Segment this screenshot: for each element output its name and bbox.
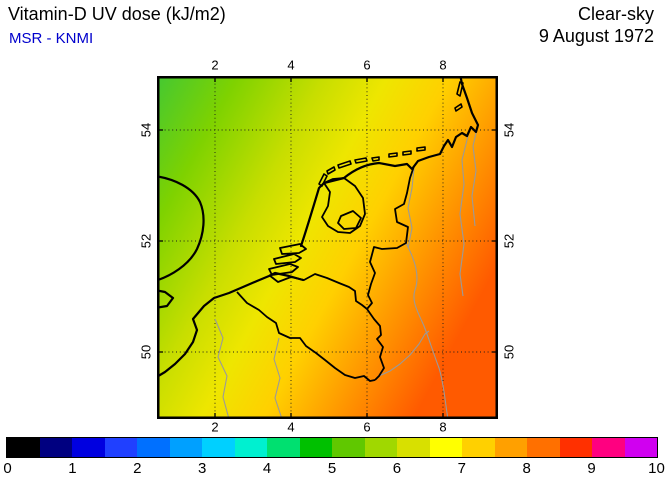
lat-tick-label-left: 54 xyxy=(138,122,154,138)
lon-tick-label-top: 6 xyxy=(363,57,371,73)
colorbar-segment xyxy=(104,438,137,457)
wadden-islands xyxy=(318,81,464,187)
colorbar-segment xyxy=(397,438,430,457)
lat-tick-label-left: 50 xyxy=(138,344,154,360)
colorbar-segment xyxy=(429,438,462,457)
source-label: MSR - KNMI xyxy=(9,30,94,47)
map-frame xyxy=(157,76,498,419)
graticule-dotted-lines xyxy=(158,77,497,418)
colorbar-segment xyxy=(332,438,365,457)
colorbar-segment xyxy=(169,438,202,457)
lon-tick-label-bottom: 6 xyxy=(363,419,371,435)
lon-tick-label-top: 2 xyxy=(211,57,219,73)
colorbar-segment xyxy=(267,438,300,457)
colorbar-tick-label: 7 xyxy=(457,460,466,477)
colorbar-segment xyxy=(299,438,332,457)
colorbar-segment xyxy=(624,438,657,457)
colorbar-segment xyxy=(202,438,235,457)
uv-dose-field xyxy=(157,76,498,419)
colorbar-tick-label: 9 xyxy=(587,460,596,477)
colorbar-tick-label: 4 xyxy=(262,460,272,477)
colorbar-tick-label: 5 xyxy=(327,460,337,477)
colorbar-segment xyxy=(234,438,267,457)
lat-tick-label-right: 50 xyxy=(501,344,517,360)
lat-tick-label-right: 52 xyxy=(501,233,517,249)
country-borders xyxy=(236,165,415,382)
frame-tick-marks xyxy=(157,76,498,419)
colorbar-segment xyxy=(494,438,527,457)
colorbar-segment xyxy=(39,438,72,457)
lon-tick-label-top: 8 xyxy=(439,57,447,73)
lat-tick-label-left: 52 xyxy=(138,233,154,249)
colorbar-tick-label: 10 xyxy=(648,460,665,477)
rivers-and-regional-borders xyxy=(214,124,479,418)
condition-label: Clear-sky xyxy=(577,4,654,24)
colorbar-tick-label: 8 xyxy=(522,460,531,477)
colorbar-tick-label: 2 xyxy=(133,460,142,477)
colorbar-segment xyxy=(592,438,625,457)
date-label: 9 August 1972 xyxy=(538,26,654,46)
colorbar xyxy=(6,437,658,458)
zeeland-islands xyxy=(268,243,307,276)
ijsselmeer-lake xyxy=(321,177,366,234)
lat-tick-label-right: 54 xyxy=(501,122,517,138)
colorbar-tick-label: 1 xyxy=(68,460,77,477)
colorbar-segment xyxy=(137,438,170,457)
lon-tick-label-bottom: 4 xyxy=(287,419,295,435)
england-coastline xyxy=(158,175,205,309)
colorbar-tick-label: 0 xyxy=(3,460,12,477)
colorbar-tick-label: 3 xyxy=(198,460,207,477)
lon-tick-label-top: 4 xyxy=(287,57,295,73)
lon-tick-label-bottom: 2 xyxy=(211,419,219,435)
map-svg xyxy=(157,76,498,419)
figure-title: Vitamin-D UV dose (kJ/m2) xyxy=(8,4,226,24)
colorbar-segment xyxy=(559,438,592,457)
colorbar-segment xyxy=(72,438,105,457)
map-panel xyxy=(157,76,498,419)
colorbar-track xyxy=(7,438,657,457)
colorbar-segment xyxy=(462,438,495,457)
colorbar-segment xyxy=(7,438,40,457)
colorbar-segment xyxy=(364,438,397,457)
colorbar-tick-label: 6 xyxy=(392,460,402,477)
colorbar-segment xyxy=(527,438,560,457)
lon-tick-label-bottom: 8 xyxy=(439,419,447,435)
